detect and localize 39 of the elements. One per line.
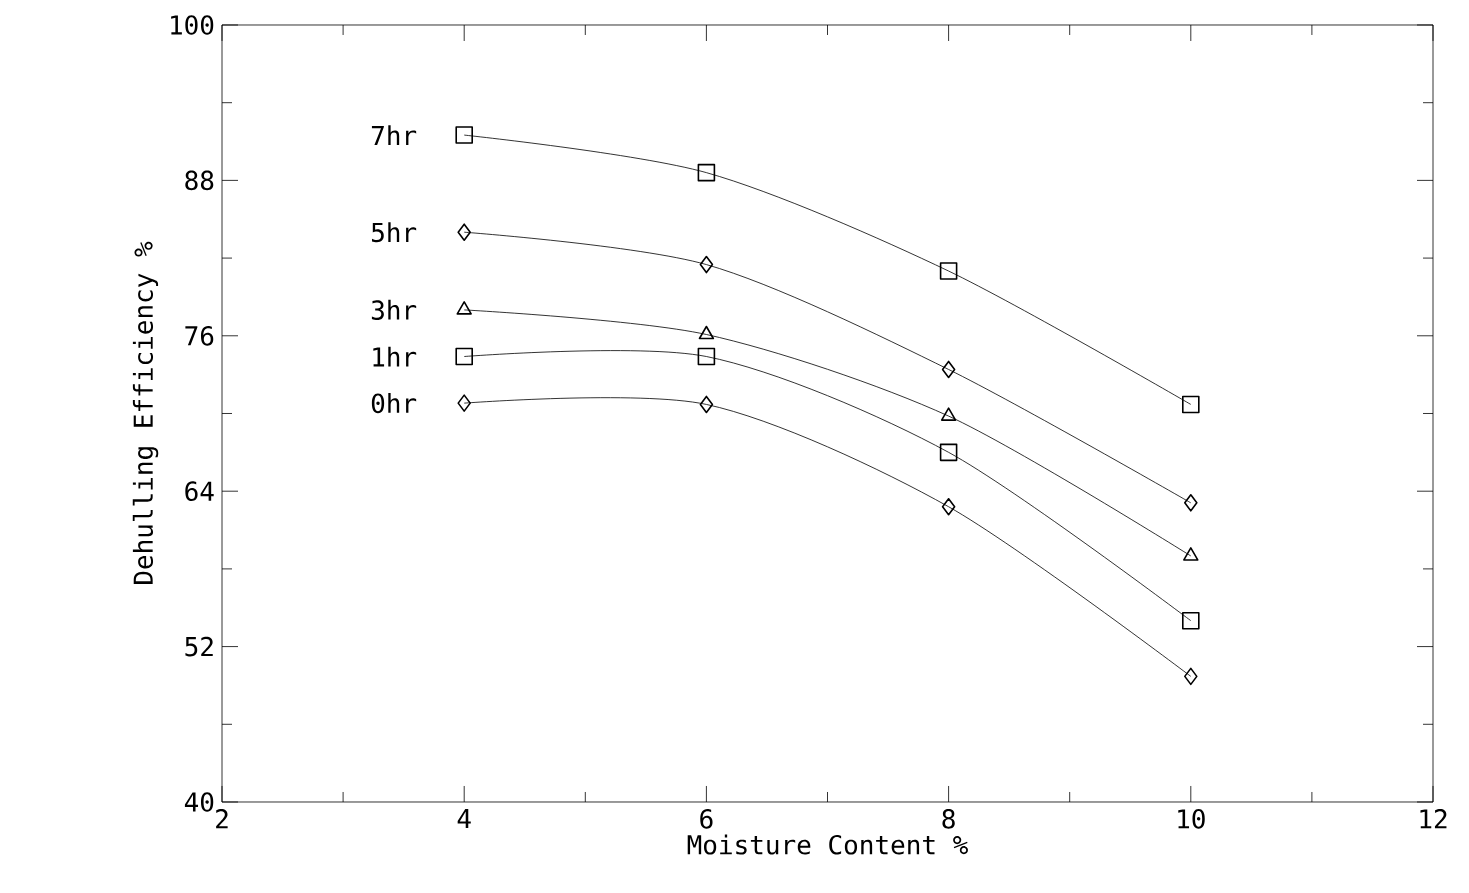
y-tick-label: 64 <box>185 481 214 502</box>
y-tick-label: 76 <box>185 325 214 346</box>
point <box>1182 395 1200 414</box>
series-label: 0hr <box>371 393 417 414</box>
y-tick-label: 88 <box>185 170 214 191</box>
point <box>1184 667 1198 686</box>
point <box>457 394 471 412</box>
point <box>939 262 958 280</box>
x-tick-label: 12 <box>1420 809 1447 829</box>
point <box>457 223 471 241</box>
point <box>456 301 472 315</box>
point <box>941 360 956 379</box>
y-axis-title: Dehulling Efficiency % <box>132 241 159 584</box>
point <box>1182 611 1200 630</box>
point <box>455 126 473 144</box>
point <box>697 347 716 366</box>
x-tick-label: 8 <box>942 809 955 829</box>
point <box>940 407 957 421</box>
point <box>941 497 956 516</box>
x-tick-label: 10 <box>1178 809 1205 829</box>
x-axis-title: Moisture Content % <box>687 834 968 855</box>
y-tick-label: 100 <box>171 15 214 35</box>
point <box>455 347 473 366</box>
point <box>699 395 714 414</box>
series-label: 5hr <box>372 222 417 243</box>
x-tick-label: 6 <box>700 809 713 829</box>
y-tick-label: 40 <box>184 792 214 812</box>
point <box>939 443 958 462</box>
x-tick-label: 4 <box>457 809 471 829</box>
x-tick-label: 2 <box>216 809 228 829</box>
point <box>1184 494 1198 512</box>
point <box>697 163 716 182</box>
point <box>1183 547 1199 561</box>
series-label: 1hr <box>373 346 417 367</box>
point <box>698 325 715 340</box>
point <box>699 255 714 274</box>
series-label: 3hr <box>371 299 417 320</box>
y-tick-label: 52 <box>185 636 213 657</box>
series-label: 7hr <box>371 125 417 145</box>
